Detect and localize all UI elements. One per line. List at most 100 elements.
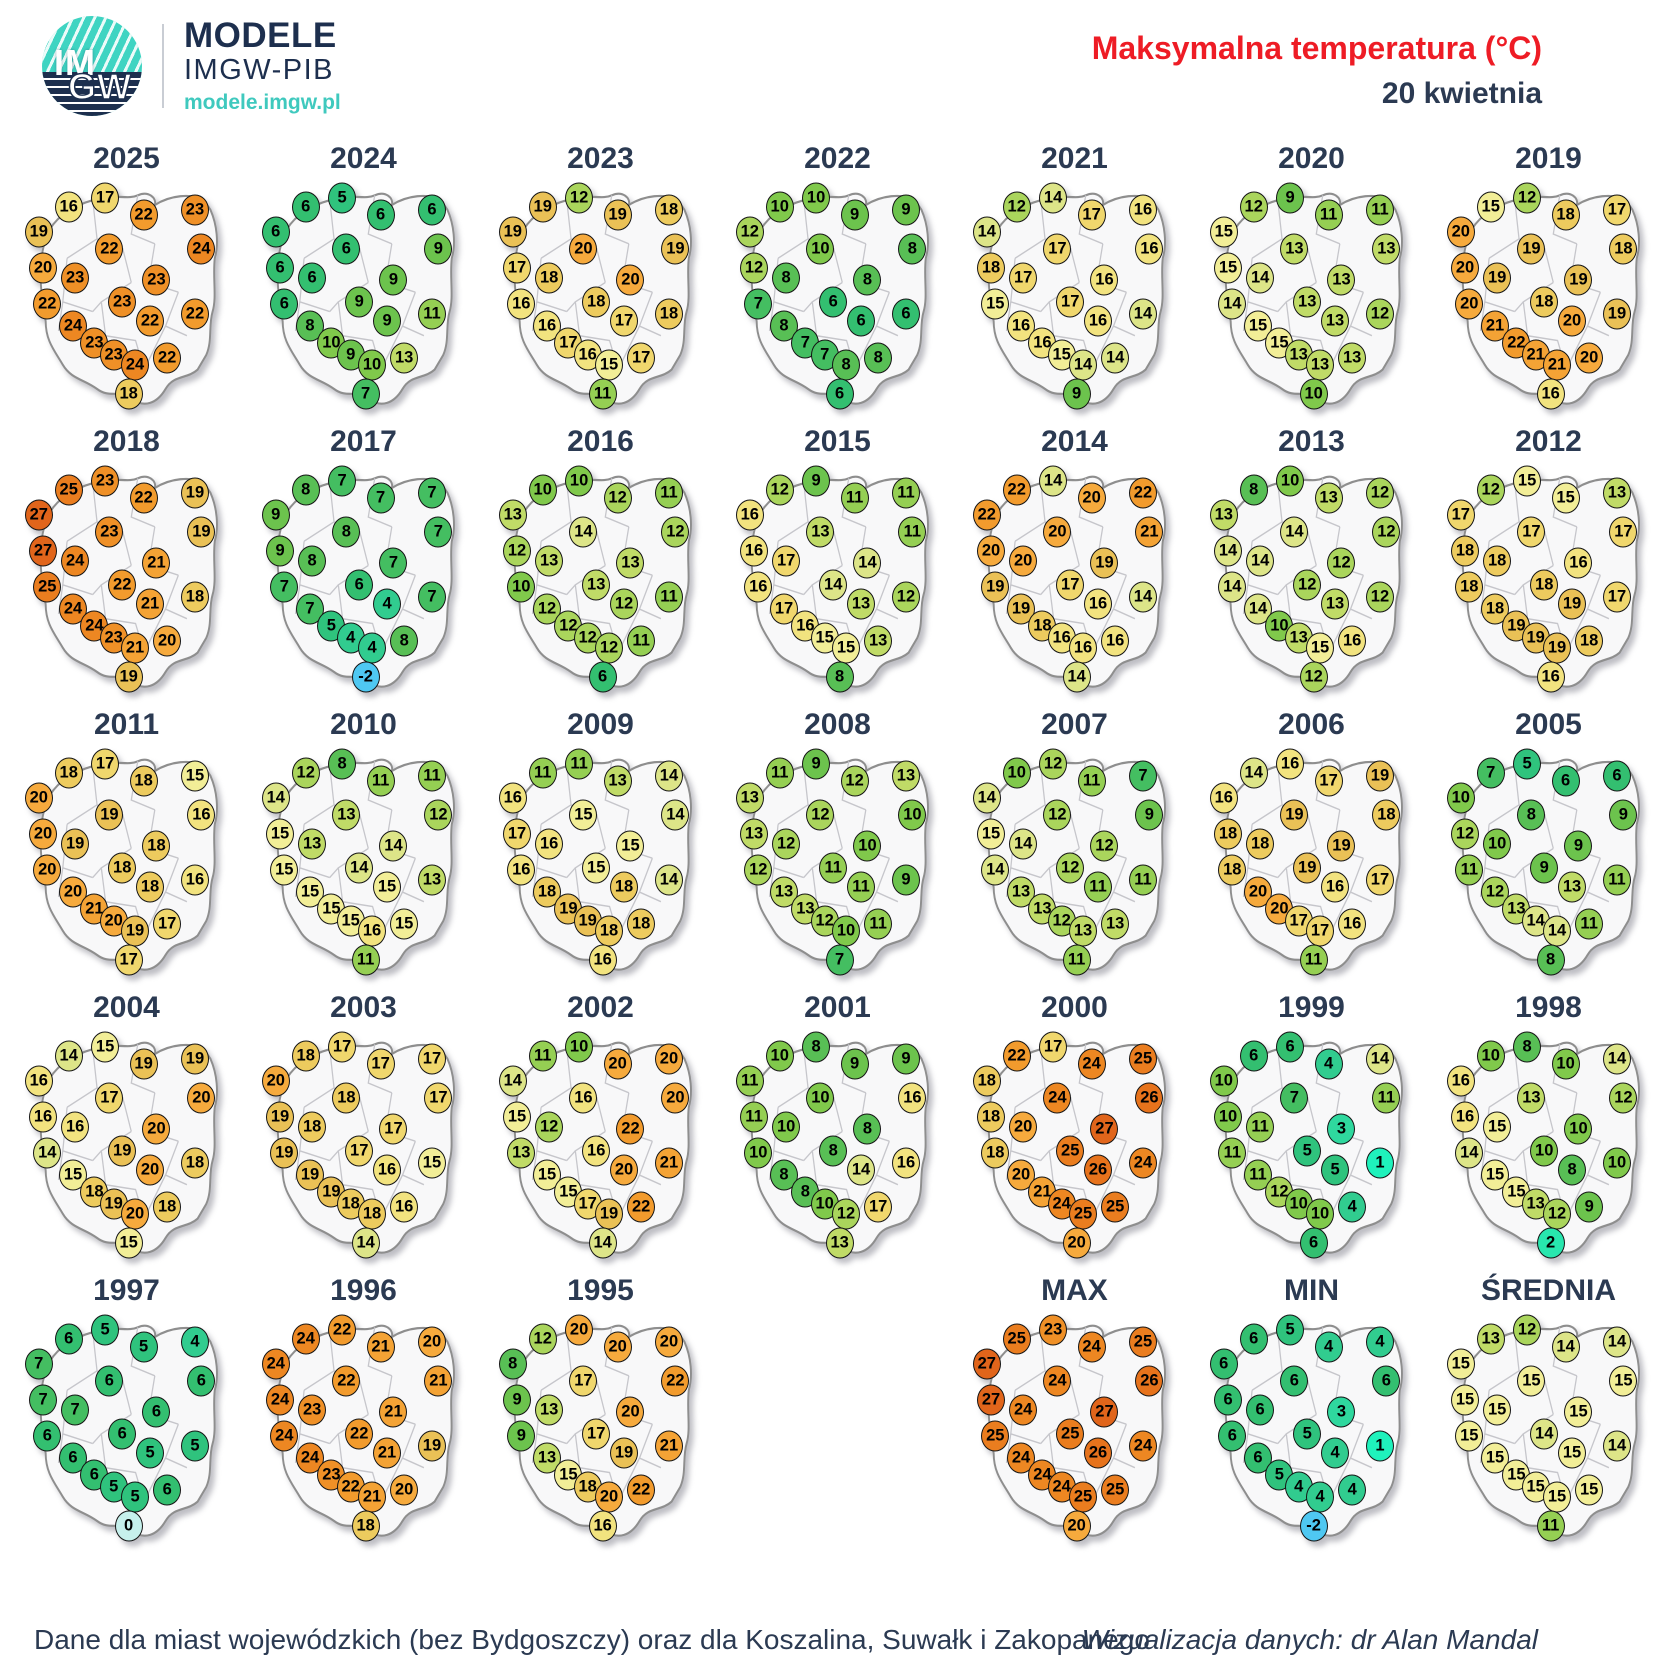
temp-circle-Koszalin: 24	[291, 1323, 320, 1355]
temp-circle-Kielce: 21	[373, 1437, 402, 1469]
temp-circle-Suwałki: 14	[654, 760, 683, 792]
temp-circle-Zakopane: 11	[588, 378, 617, 410]
temp-circle-Opole: 15	[1502, 1459, 1531, 1491]
map-cell-2006: 2006 16 14 16 17 19 18 19 18 18 19 18 19 17 20 16 20 17 17…	[1193, 708, 1430, 991]
temp-circle-Białystok: 8	[898, 233, 927, 265]
temp-circle-Koszalin: 14	[54, 1040, 83, 1072]
temp-circle-Warszawa: 19	[1090, 547, 1119, 579]
temp-circle-Koszalin: 10	[1002, 757, 1031, 789]
temp-circle-Wrocław: 15	[1244, 310, 1272, 342]
temp-circle-Łódź: 11	[819, 852, 848, 884]
temp-circle-Wrocław: 15	[1481, 1159, 1509, 1191]
poland-map-2023: 19 19 12 19 18 19 20 17 18 20 16 18 18 16 17 17 16 15 17 11	[494, 176, 708, 418]
temp-circle-Zakopane: 16	[1536, 378, 1565, 410]
temp-circle-Kielce: 18	[610, 871, 639, 903]
map-cell-2000: 2000 18 22 17 24 25 26 24 18 20 27 18 25 24 20 26 21 24 25…	[956, 991, 1193, 1274]
temp-circle-Toruń: 17	[95, 1082, 124, 1114]
temp-circle-Kielce: 13	[1558, 871, 1587, 903]
temp-circle-Zielona Góra: 12	[744, 854, 773, 886]
temp-circle-Łódź: 9	[345, 286, 374, 318]
temp-circle-Gorzów Wlkp.: 16	[29, 1101, 58, 1133]
temp-circle-Białystok: 21	[424, 1365, 453, 1397]
temp-circle-Rzeszów: 15	[1575, 1474, 1604, 1505]
temp-circle-Poznań: 18	[1483, 545, 1512, 577]
temp-circle-Szczecin: 16	[24, 1065, 53, 1097]
map-cell-2011: 2011 20 18 17 18 15 16 19 20 19 18 20 18 16 20 18 21 20 19…	[8, 708, 245, 991]
temp-circle-Kraków: 21	[121, 632, 150, 664]
temp-circle-Olsztyn: 12	[603, 482, 632, 514]
temp-circle-Zakopane: 11	[1062, 944, 1091, 976]
poland-map-2005: 10 7 5 6 6 9 8 12 10 9 11 9 11 12 13 13 14 14 11 8	[1442, 742, 1656, 984]
temp-circle-Olsztyn: 9	[840, 1048, 869, 1080]
temp-circle-Łódź: 16	[582, 1135, 611, 1167]
temp-circle-Lublin: 1	[1365, 1430, 1394, 1462]
page-subtitle: 20 kwietnia	[1381, 77, 1542, 110]
temp-circle-Gdańsk: 17	[328, 1031, 357, 1063]
temp-circle-Gorzów Wlkp.: 17	[503, 252, 532, 284]
map-cell-1996: 1996 24 24 22 21 20 21 22 24 23 21 24 22 19 24 21 23 22 21…	[245, 1274, 482, 1557]
temp-circle-Białystok: 26	[1135, 1365, 1164, 1397]
temp-circle-Toruń: 14	[1280, 516, 1309, 548]
temp-circle-Koszalin: 6	[54, 1323, 83, 1355]
temp-circle-Katowice: 13	[1284, 622, 1313, 654]
temp-circle-Białystok: 16	[187, 799, 216, 831]
temp-circle-Zakopane: 18	[351, 1510, 380, 1542]
temp-circle-Wrocław: 17	[770, 593, 798, 625]
temp-circle-Lublin: 12	[1365, 298, 1394, 330]
temp-circle-Zakopane: 20	[1062, 1510, 1091, 1542]
temp-circle-Koszalin: 12	[1239, 191, 1268, 223]
temp-circle-Zielona Góra: 14	[981, 854, 1010, 886]
temp-circle-Poznań: 12	[535, 1111, 564, 1143]
map-cell-2008: 2008 13 11 9 12 13 10 12 13 12 10 12 11 9 13 11 13 12 10 11…	[719, 708, 956, 991]
temp-circle-Poznań: 8	[298, 545, 327, 577]
poland-map-2021: 14 12 14 17 16 16 17 18 17 16 15 17 14 16 16 16 15 14 14 9	[968, 176, 1182, 418]
temp-circle-Szczecin: 7	[24, 1348, 53, 1380]
temp-circle-Toruń: 24	[1043, 1082, 1072, 1114]
temp-circle-Białystok: 20	[187, 1082, 216, 1114]
temp-circle-Suwałki: 25	[1128, 1326, 1157, 1358]
temp-circle-Zielona Góra: 25	[33, 571, 62, 603]
map-cell-2005: 2005 10 7 5 6 6 9 8 12 10 9 11 9 11 12 13 13 14 14 11 8	[1430, 708, 1667, 991]
temp-circle-Suwałki: 20	[654, 1326, 683, 1358]
temp-circle-Suwałki: 16	[1128, 194, 1157, 226]
temp-circle-Rzeszów: 11	[1575, 908, 1604, 939]
temp-circle-Lublin: 1	[1365, 1147, 1394, 1179]
temp-circle-Białystok: 12	[661, 516, 690, 548]
temp-circle-Lublin: 18	[180, 581, 209, 613]
temp-circle-Zielona Góra: 20	[1455, 288, 1484, 320]
temp-circle-Wrocław: 20	[59, 876, 87, 908]
map-cell-1997: 1997 7 6 5 5 4 6 6 7 7 6 6 6 5 6 5 6 5 5 6 0	[8, 1274, 245, 1557]
temp-circle-Białystok: 18	[1609, 233, 1638, 265]
temp-circle-Białystok: 17	[1609, 516, 1638, 548]
temp-circle-Zakopane: 10	[1299, 378, 1328, 410]
map-cell-1995: 1995 8 12 20 20 20 22 17 9 13 20 9 17 21 13 19 15 18 20 22 1…	[482, 1274, 719, 1557]
temp-circle-Łódź: 18	[1530, 569, 1559, 601]
map-year-label: 2021	[1041, 142, 1108, 175]
temp-circle-Kraków: 17	[1306, 915, 1335, 947]
temp-circle-Lublin: 9	[891, 864, 920, 896]
temp-circle-Kielce: 11	[1084, 871, 1113, 903]
temp-circle-Zakopane: 7	[351, 378, 380, 410]
temp-circle-Zielona Góra: 15	[981, 288, 1010, 320]
temp-circle-Poznań: 24	[61, 545, 90, 577]
temp-circle-Suwałki: 12	[1365, 477, 1394, 509]
maps-grid: 2025 19 16 17 22 23 24 22 20 23 23 22 23 22 24 22 23 23 24…	[8, 142, 1672, 1562]
temp-circle-Kielce: 14	[847, 1154, 876, 1186]
temp-circle-Olsztyn: 4	[1314, 1331, 1343, 1363]
temp-circle-Zakopane: 12	[1299, 661, 1328, 693]
temp-circle-Zakopane: 14	[1062, 661, 1091, 693]
temp-circle-Kraków: 15	[595, 349, 624, 381]
temp-circle-Toruń: 8	[1517, 799, 1546, 831]
temp-circle-Szczecin: 16	[735, 499, 764, 531]
temp-circle-Suwałki: 11	[417, 760, 446, 792]
temp-circle-Rzeszów: 13	[1338, 342, 1367, 373]
poland-map-2024: 6 6 5 6 6 9 6 6 6 9 6 9 11 8 9 10 9 10 13 7	[257, 176, 471, 418]
temp-circle-Kielce: 26	[1084, 1437, 1113, 1469]
temp-circle-Rzeszów: 16	[1338, 908, 1367, 939]
temp-circle-Szczecin: 6	[261, 216, 290, 248]
temp-circle-Poznań: 15	[1483, 1394, 1512, 1426]
temp-circle-Gorzów Wlkp.: 17	[503, 818, 532, 850]
poland-map-2001: 11 10 8 9 9 16 10 11 10 8 10 8 16 8 14 8 10 12 17 13	[731, 1025, 945, 1267]
temp-circle-Lublin: 17	[1365, 864, 1394, 896]
